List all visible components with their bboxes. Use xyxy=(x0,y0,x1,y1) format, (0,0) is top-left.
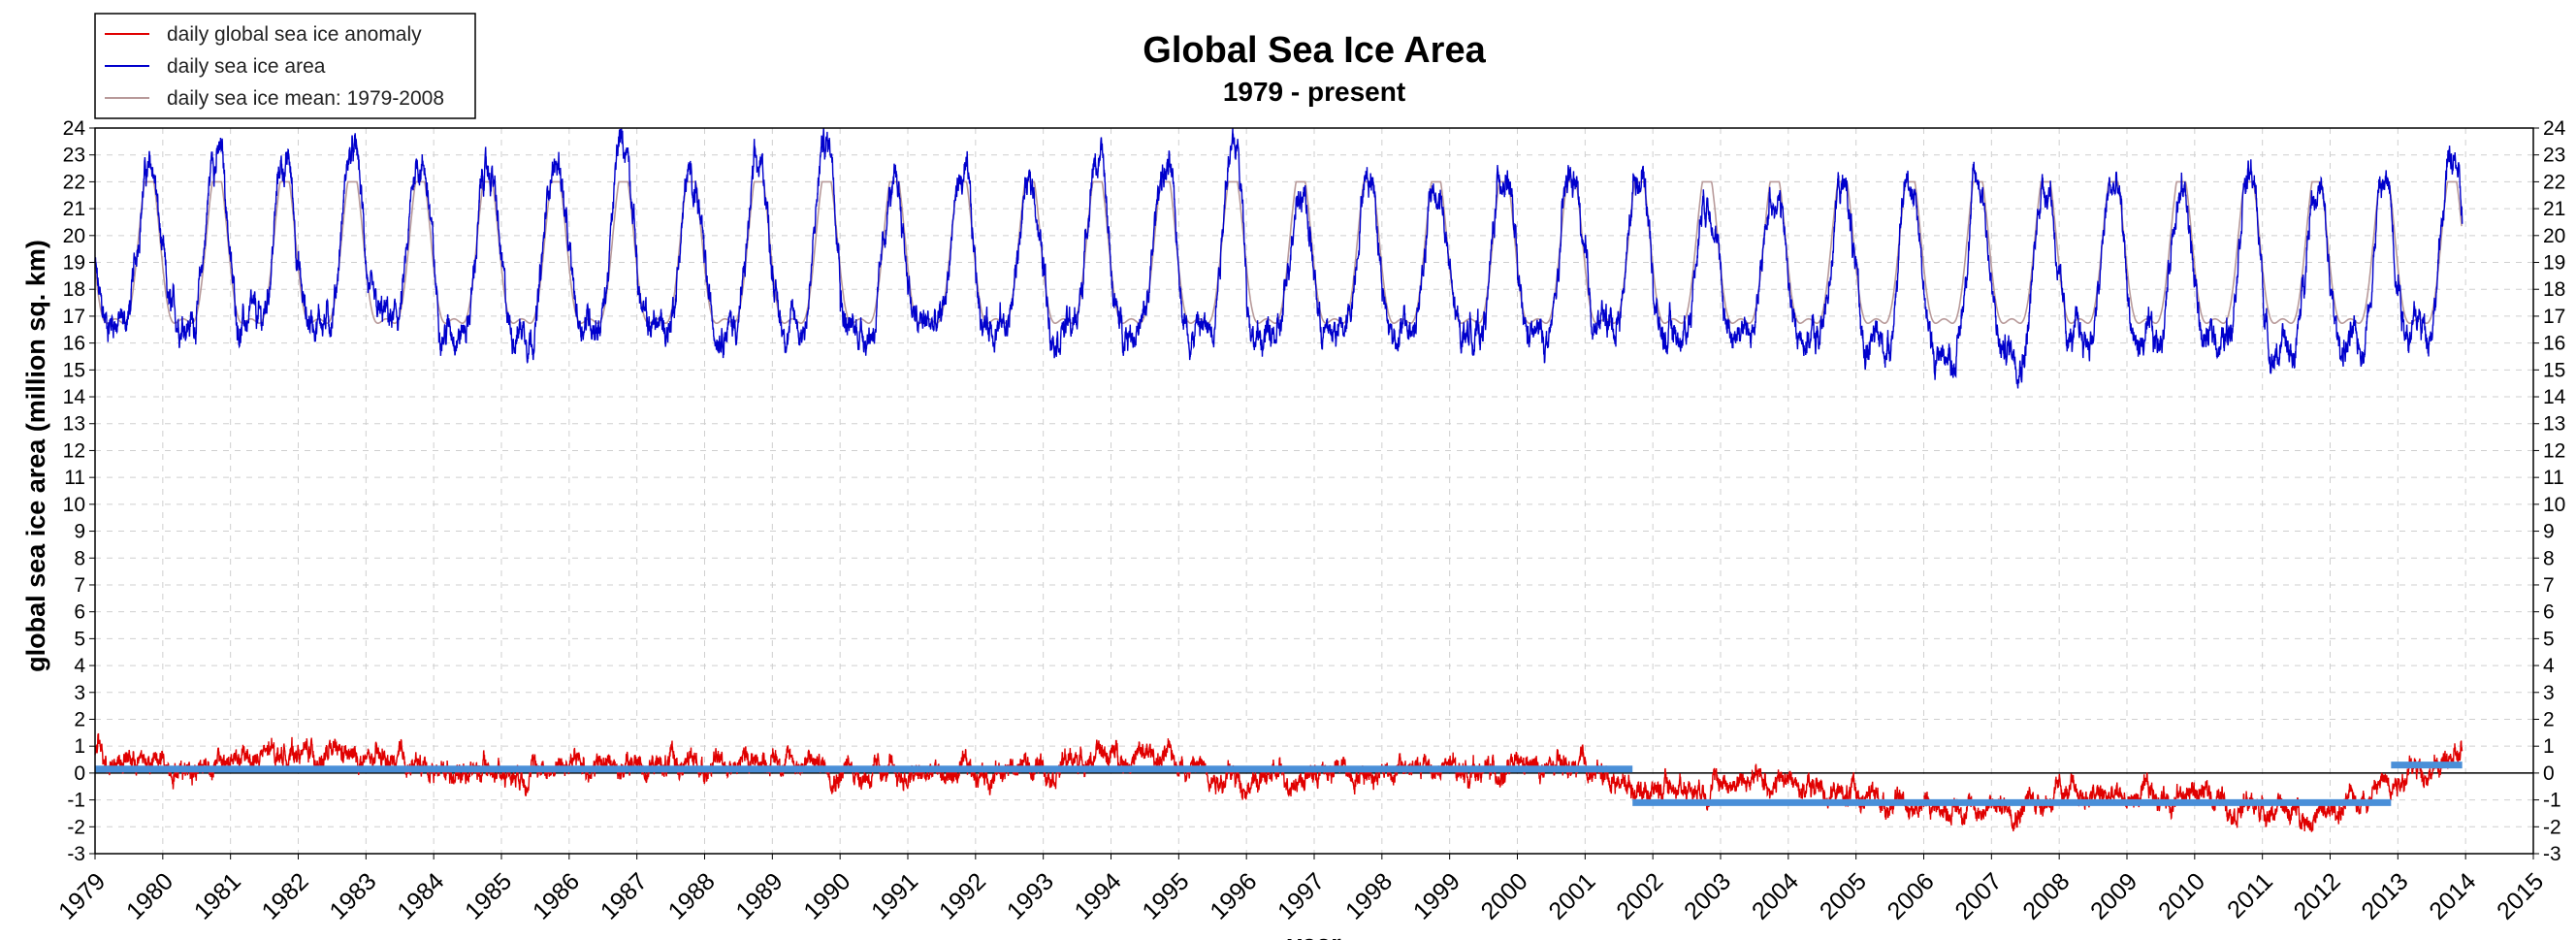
regime-lines xyxy=(95,762,2463,806)
y-tick-label: 19 xyxy=(63,252,85,275)
y-tick-label: 11 xyxy=(64,467,85,489)
y-tick-label-right: 20 xyxy=(2543,225,2565,247)
y-tick-label-right: 9 xyxy=(2543,521,2555,543)
grid xyxy=(94,127,2534,855)
y-tick-label-right: 19 xyxy=(2543,252,2565,275)
legend-label-anomaly: daily global sea ice anomaly xyxy=(167,23,422,46)
y-tick-label-right: 17 xyxy=(2543,306,2565,328)
y-tick-label: 2 xyxy=(74,708,85,730)
y-tick-label-right: 24 xyxy=(2543,117,2566,140)
y-tick-label-right: 21 xyxy=(2543,198,2565,220)
y-tick-label-right: -3 xyxy=(2543,843,2561,865)
y-tick-label-right: 13 xyxy=(2543,413,2565,436)
y-tick-label: 20 xyxy=(63,225,85,247)
y-tick-label: 4 xyxy=(74,655,85,677)
y-tick-label: 21 xyxy=(63,198,85,220)
y-tick-label: 0 xyxy=(74,762,85,785)
y-axis-left: -3-2-10123456789101112131415161718192021… xyxy=(63,117,95,865)
y-tick-label-right: 1 xyxy=(2543,735,2555,758)
y-tick-label: -3 xyxy=(67,843,85,865)
y-tick-label: 12 xyxy=(63,439,85,462)
y-axis-right: -3-2-10123456789101112131415161718192021… xyxy=(2533,117,2566,865)
y-tick-label: 8 xyxy=(74,547,85,569)
y-tick-label: 1 xyxy=(74,735,85,758)
y-tick-label-right: 10 xyxy=(2543,494,2565,516)
y-axis-label: global sea ice area (million sq. km) xyxy=(21,240,50,672)
legend-box xyxy=(94,13,476,119)
y-tick-label-right: 3 xyxy=(2543,682,2555,704)
y-tick-label-right: -1 xyxy=(2543,790,2561,812)
y-tick-label-right: 15 xyxy=(2543,359,2565,381)
y-tick-label-right: 8 xyxy=(2543,547,2555,569)
y-tick-label: 10 xyxy=(63,494,85,516)
y-tick-label: 17 xyxy=(63,306,85,328)
y-tick-label: 14 xyxy=(63,386,86,408)
y-tick-label-right: 6 xyxy=(2543,601,2555,624)
y-tick-label: 23 xyxy=(63,145,85,167)
y-tick-label: 13 xyxy=(63,413,85,436)
legend-label-mean: daily sea ice mean: 1979-2008 xyxy=(167,87,444,110)
y-tick-label-right: 7 xyxy=(2543,574,2555,597)
y-tick-label-right: 23 xyxy=(2543,145,2565,167)
y-tick-label: 3 xyxy=(74,682,85,704)
y-tick-label: 22 xyxy=(63,171,85,193)
y-tick-label-right: 11 xyxy=(2543,467,2564,489)
y-tick-label-right: 14 xyxy=(2543,386,2566,408)
y-tick-label-right: 18 xyxy=(2543,278,2565,301)
y-tick-label-right: 5 xyxy=(2543,628,2555,650)
chart-subtitle: 1979 - present xyxy=(1223,77,1405,107)
y-tick-label: 16 xyxy=(63,333,85,355)
series-area-line xyxy=(94,127,2463,389)
chart-title: Global Sea Ice Area xyxy=(1143,30,1486,71)
y-tick-label: 6 xyxy=(74,601,85,624)
legend: daily global sea ice anomaly daily sea i… xyxy=(94,13,476,119)
legend-label-area: daily sea ice area xyxy=(167,55,326,78)
y-tick-label-right: -2 xyxy=(2543,816,2561,838)
y-tick-label: -1 xyxy=(67,790,85,812)
y-tick-label: 9 xyxy=(74,521,85,543)
y-tick-label-right: 16 xyxy=(2543,333,2565,355)
x-axis-label: year xyxy=(1287,929,1341,940)
y-tick-label: 15 xyxy=(63,359,85,381)
y-tick-label-right: 22 xyxy=(2543,171,2565,193)
y-tick-label: 7 xyxy=(74,574,85,597)
y-tick-label-right: 12 xyxy=(2543,439,2565,462)
y-tick-label: 24 xyxy=(63,117,86,140)
y-tick-label-right: 0 xyxy=(2543,762,2555,785)
y-tick-label-right: 2 xyxy=(2543,708,2555,730)
y-tick-label: 18 xyxy=(63,278,85,301)
y-tick-label-right: 4 xyxy=(2543,655,2555,677)
y-tick-label: -2 xyxy=(67,816,85,838)
y-tick-label: 5 xyxy=(74,628,85,650)
